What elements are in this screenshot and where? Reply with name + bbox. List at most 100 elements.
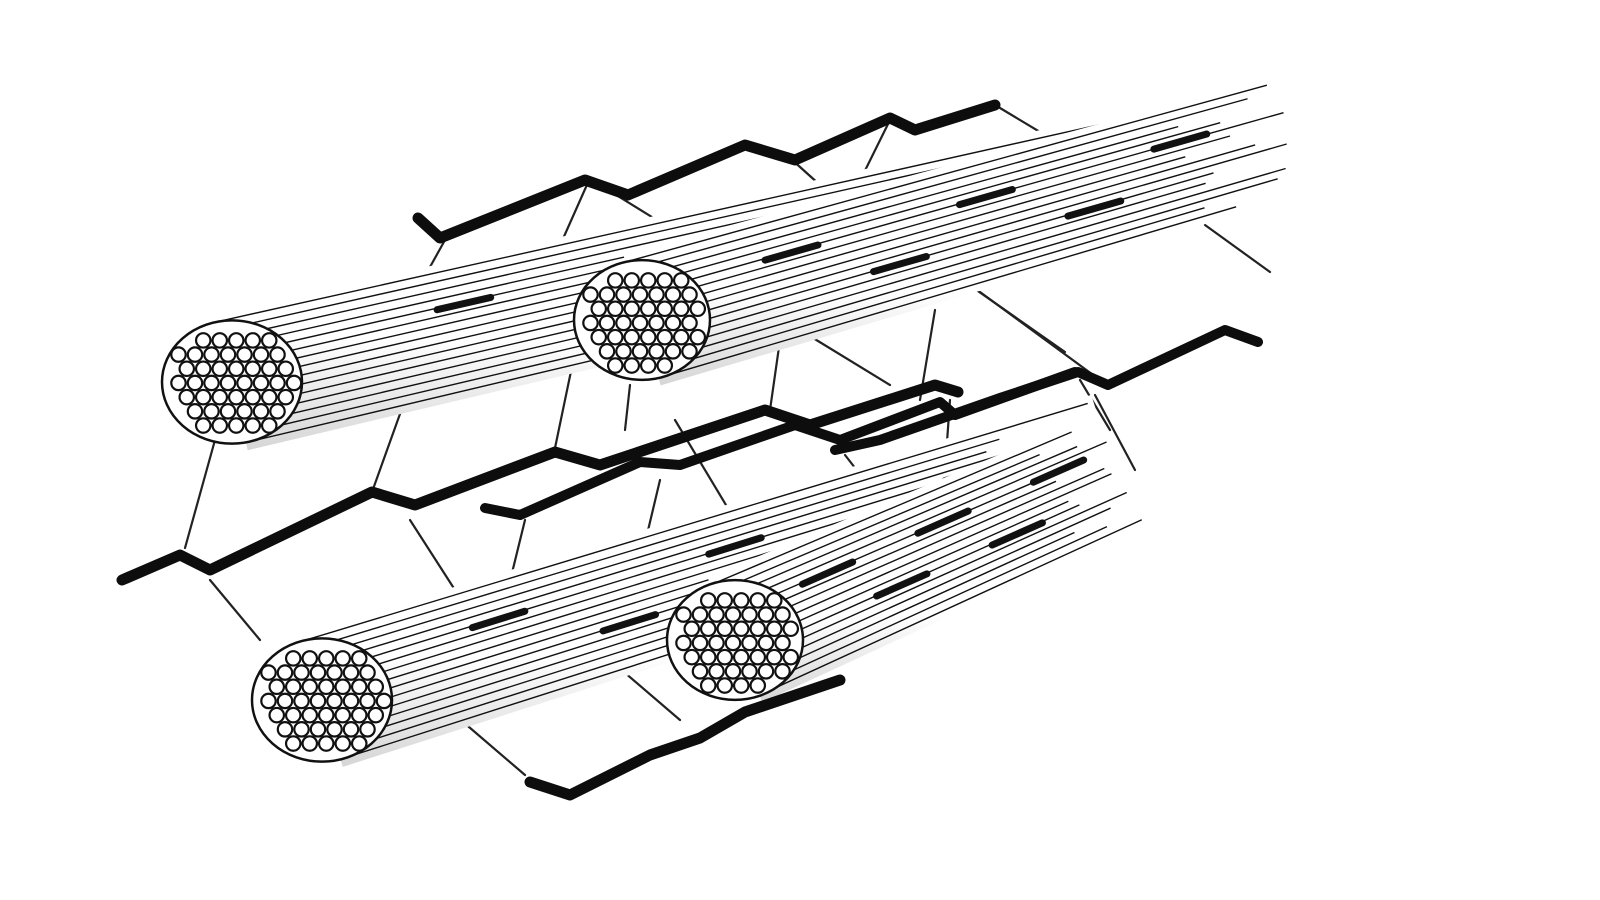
strand-end xyxy=(203,374,220,392)
strand-end xyxy=(749,592,767,609)
strand-end xyxy=(350,706,368,724)
strand-end xyxy=(268,706,286,724)
strand-end xyxy=(227,332,245,349)
bundle-upper-back xyxy=(572,76,1307,386)
strand-end xyxy=(276,721,294,738)
strand-end xyxy=(590,328,608,346)
strand-end xyxy=(334,706,352,724)
strand-end xyxy=(375,692,393,710)
strand-end xyxy=(675,606,692,623)
strand-end xyxy=(268,678,286,696)
strand-end xyxy=(598,286,616,303)
strand-dashes xyxy=(761,130,1211,276)
strand-end xyxy=(699,620,717,638)
strand-end xyxy=(741,634,758,652)
strand-end xyxy=(211,332,229,349)
strand-end xyxy=(326,692,343,710)
strand-end xyxy=(317,706,335,724)
heavy-chain-middle xyxy=(116,379,964,586)
strand-end xyxy=(749,677,767,694)
strand-end xyxy=(590,300,608,318)
strand-end xyxy=(656,357,674,374)
strand-end xyxy=(186,346,204,363)
strand-end xyxy=(716,677,734,694)
strand-end xyxy=(342,692,360,710)
strand-end xyxy=(359,692,376,710)
strand-end xyxy=(749,620,767,638)
strand-end xyxy=(672,272,690,289)
strand-end xyxy=(260,417,278,434)
strand-end xyxy=(227,388,245,406)
strand-end xyxy=(334,678,352,696)
strand-end xyxy=(631,314,649,332)
strand-end xyxy=(284,650,302,667)
strand-end xyxy=(317,678,335,696)
bundle-end-face xyxy=(250,637,394,763)
strand-end xyxy=(774,663,791,680)
strand-end xyxy=(244,388,262,406)
strand-end xyxy=(732,620,750,638)
strand-end xyxy=(765,592,783,609)
strand-end xyxy=(716,648,734,666)
strand-end xyxy=(683,648,701,666)
strand-end xyxy=(615,314,632,332)
strand-end xyxy=(367,678,385,696)
strand-end xyxy=(359,664,376,681)
strand-end xyxy=(350,678,368,696)
bundle-lower-back xyxy=(665,414,1145,703)
strand-end xyxy=(334,650,352,667)
strand-end xyxy=(615,343,632,360)
strand-end xyxy=(367,706,385,724)
strand-end xyxy=(648,314,665,332)
strand-end xyxy=(301,706,319,724)
strand-end xyxy=(170,346,187,363)
strand-end xyxy=(708,663,725,680)
strand-end xyxy=(301,650,319,667)
strand-end xyxy=(203,346,220,363)
strand-end xyxy=(359,721,376,738)
strand-end xyxy=(664,314,682,332)
strand-end xyxy=(236,403,253,420)
strand-end xyxy=(631,343,649,360)
strand-end xyxy=(639,357,657,374)
strand-end xyxy=(227,360,245,378)
strand-end xyxy=(672,300,690,318)
strand-end xyxy=(334,735,352,752)
strand-end xyxy=(284,706,302,724)
strand-end xyxy=(186,403,204,420)
strand-end xyxy=(774,634,791,652)
strand-end xyxy=(699,592,717,609)
strand-end xyxy=(691,634,709,652)
strand-end xyxy=(178,360,196,378)
strand-end xyxy=(269,346,286,363)
strand-end xyxy=(598,343,616,360)
strand-end xyxy=(326,664,343,681)
strand-end xyxy=(582,314,599,332)
strand-end xyxy=(623,300,641,318)
strand-end xyxy=(285,374,303,392)
strand-end xyxy=(293,664,310,681)
strand-end xyxy=(648,343,665,360)
bundles-layer xyxy=(160,76,1307,767)
strand-end xyxy=(194,332,212,349)
strand-end xyxy=(186,374,204,392)
bundle-end-face xyxy=(572,258,712,382)
strand-end xyxy=(203,403,220,420)
strand-end xyxy=(732,677,750,694)
strand-end xyxy=(623,328,641,346)
strand-end xyxy=(724,663,742,680)
strand-end xyxy=(656,300,674,318)
strand-end xyxy=(236,346,253,363)
strand-end xyxy=(277,388,295,406)
strand-end xyxy=(639,272,657,289)
lattice-heavy-chains xyxy=(116,99,1263,801)
strand-end xyxy=(732,648,750,666)
strand-lines xyxy=(625,84,1287,379)
strand-end xyxy=(648,286,665,303)
strand-end xyxy=(269,403,286,420)
strand-end xyxy=(606,300,624,318)
strand-end xyxy=(774,606,791,623)
strand-end xyxy=(765,620,783,638)
strand-end xyxy=(672,328,690,346)
